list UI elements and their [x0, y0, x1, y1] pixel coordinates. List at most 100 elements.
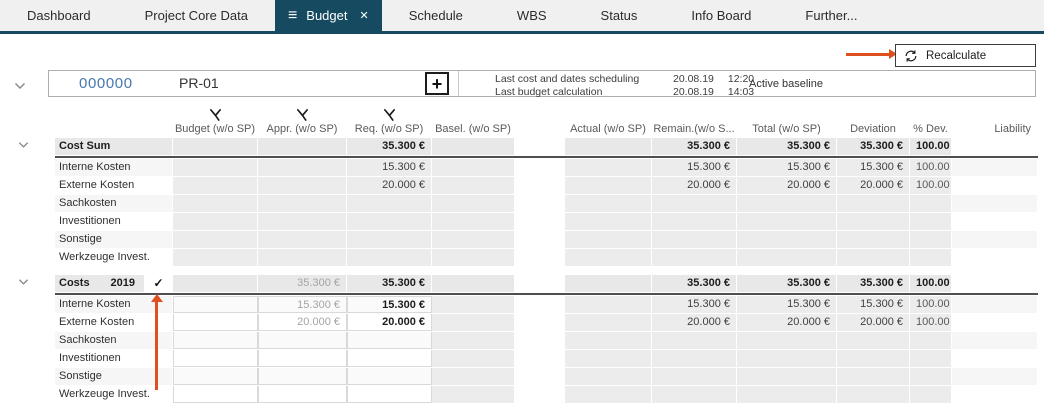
cell-basel	[432, 138, 514, 155]
cell-deviation	[837, 231, 909, 248]
row-label: Investitionen	[55, 213, 172, 230]
recalculate-button[interactable]: Recalculate	[895, 44, 1036, 67]
cell-appr[interactable]	[258, 350, 347, 367]
cell-req[interactable]	[347, 332, 432, 349]
table-row: Interne Kosten 15.300 €15.300 €15.300 €15…	[0, 159, 1044, 176]
cell-actual	[565, 138, 651, 155]
column-header-remain: Remain.(w/o S...	[652, 123, 736, 135]
project-chevron-down-icon[interactable]	[14, 77, 26, 95]
chevron-down-icon[interactable]	[18, 138, 29, 155]
cell-actual	[565, 213, 651, 230]
cell-budget	[173, 177, 257, 194]
cell-liability	[952, 332, 1037, 349]
tab-status[interactable]: Status	[600, 8, 638, 23]
cell-total	[737, 231, 836, 248]
cell-appr[interactable]: 20.000 €	[258, 314, 347, 331]
check-icon[interactable]: ✓	[145, 275, 172, 292]
cell-req[interactable]	[347, 350, 432, 367]
tab-info-board[interactable]: Info Board	[691, 8, 752, 23]
cell-req: 35.300 €	[347, 275, 431, 292]
cell-pdev: 100.00 %	[910, 177, 951, 194]
cell-budget	[173, 159, 257, 176]
cell-pdev: 100.00 %	[910, 314, 951, 331]
cell-budget[interactable]	[173, 386, 258, 403]
menu-icon[interactable]: ≡	[287, 6, 298, 24]
project-name[interactable]: PR-01	[179, 75, 219, 91]
cell-actual	[565, 386, 651, 403]
cell-total	[737, 350, 836, 367]
table-row: Investitionen	[0, 213, 1044, 230]
cell-req	[347, 249, 431, 266]
section-header-row: Cost Sum 35.300 €35.300 €35.300 €35.300 €…	[0, 138, 1044, 155]
column-marker-icon	[383, 108, 396, 121]
cell-remain	[652, 386, 736, 403]
cell-total	[737, 332, 836, 349]
cell-budget	[173, 249, 257, 266]
cell-budget[interactable]	[173, 314, 258, 331]
cell-req[interactable]	[347, 368, 432, 385]
cell-liability	[952, 231, 1037, 248]
cell-basel	[432, 368, 514, 385]
tab-wbs[interactable]: WBS	[516, 8, 547, 23]
cell-basel	[432, 177, 514, 194]
cell-remain: 15.300 €	[652, 159, 736, 176]
info-label-scheduling: Last cost and dates scheduling	[495, 73, 640, 85]
cell-budget[interactable]	[173, 350, 258, 367]
cell-budget[interactable]	[173, 332, 258, 349]
row-label: Sonstige	[55, 368, 172, 385]
cell-appr[interactable]	[258, 386, 347, 403]
cell-actual	[565, 296, 651, 313]
tab-project-core-data[interactable]: Project Core Data	[144, 8, 248, 23]
cell-appr[interactable]	[258, 332, 347, 349]
cell-liability	[952, 177, 1037, 194]
cell-remain: 35.300 €	[652, 138, 736, 155]
column-marker-icon	[296, 108, 309, 121]
cell-pdev: 100.00 %	[910, 159, 951, 176]
cell-appr	[258, 231, 346, 248]
table-row: Interne Kosten 15.300 €15.300 €15.300 €15…	[0, 296, 1044, 313]
project-number[interactable]: 000000	[79, 75, 133, 92]
cell-deviation	[837, 368, 909, 385]
table-row: Externe Kosten 20.000 €20.000 €20.000 €20…	[0, 177, 1044, 194]
chevron-down-icon[interactable]	[18, 275, 29, 292]
section-year: 2019	[110, 277, 135, 289]
cell-deviation	[837, 249, 909, 266]
cell-remain	[652, 213, 736, 230]
cell-liability	[952, 296, 1037, 313]
cell-actual	[565, 231, 651, 248]
cell-req[interactable]: 15.300 €	[347, 296, 432, 313]
tab-further[interactable]: Further...	[805, 8, 858, 23]
tab-budget[interactable]: ≡ Budget ✕	[274, 0, 382, 31]
cell-budget[interactable]	[173, 296, 258, 313]
cell-budget[interactable]	[173, 368, 258, 385]
cell-appr[interactable]: 15.300 €	[258, 296, 347, 313]
cell-req: 20.000 €	[347, 177, 431, 194]
project-header-row: 000000 PR-01 + Last cost and dates sched…	[48, 70, 1036, 98]
cell-remain	[652, 332, 736, 349]
cell-remain	[652, 231, 736, 248]
column-header-label: Total (w/o SP)	[752, 123, 821, 135]
cell-pdev: 100.00 %	[910, 296, 951, 313]
tab-dashboard[interactable]: Dashboard	[27, 8, 91, 23]
cell-deviation: 20.000 €	[837, 177, 909, 194]
tab-schedule[interactable]: Schedule	[408, 8, 463, 23]
row-label: Sachkosten	[55, 195, 172, 212]
cell-actual	[565, 314, 651, 331]
cell-basel	[432, 195, 514, 212]
cell-req[interactable]: 20.000 €	[347, 314, 432, 331]
section-title-text: Cost Sum	[59, 140, 111, 152]
column-header-deviation: Deviation	[837, 123, 909, 135]
cell-appr	[258, 249, 346, 266]
cell-remain: 15.300 €	[652, 296, 736, 313]
column-header-label: Liability	[994, 123, 1031, 135]
cell-req[interactable]	[347, 386, 432, 403]
add-button[interactable]: +	[425, 72, 449, 95]
cell-budget	[173, 231, 257, 248]
section-title: Cost Sum	[55, 138, 172, 155]
cell-appr[interactable]	[258, 368, 347, 385]
row-label: Externe Kosten	[55, 177, 172, 194]
cell-budget	[173, 275, 257, 292]
table-row: Werkzeuge Invest.	[0, 386, 1044, 403]
cell-deviation	[837, 386, 909, 403]
close-icon[interactable]: ✕	[359, 10, 369, 22]
